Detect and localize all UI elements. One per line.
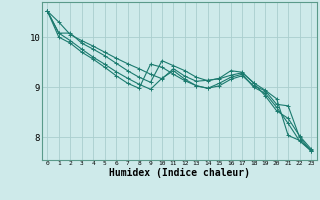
X-axis label: Humidex (Indice chaleur): Humidex (Indice chaleur): [109, 168, 250, 178]
